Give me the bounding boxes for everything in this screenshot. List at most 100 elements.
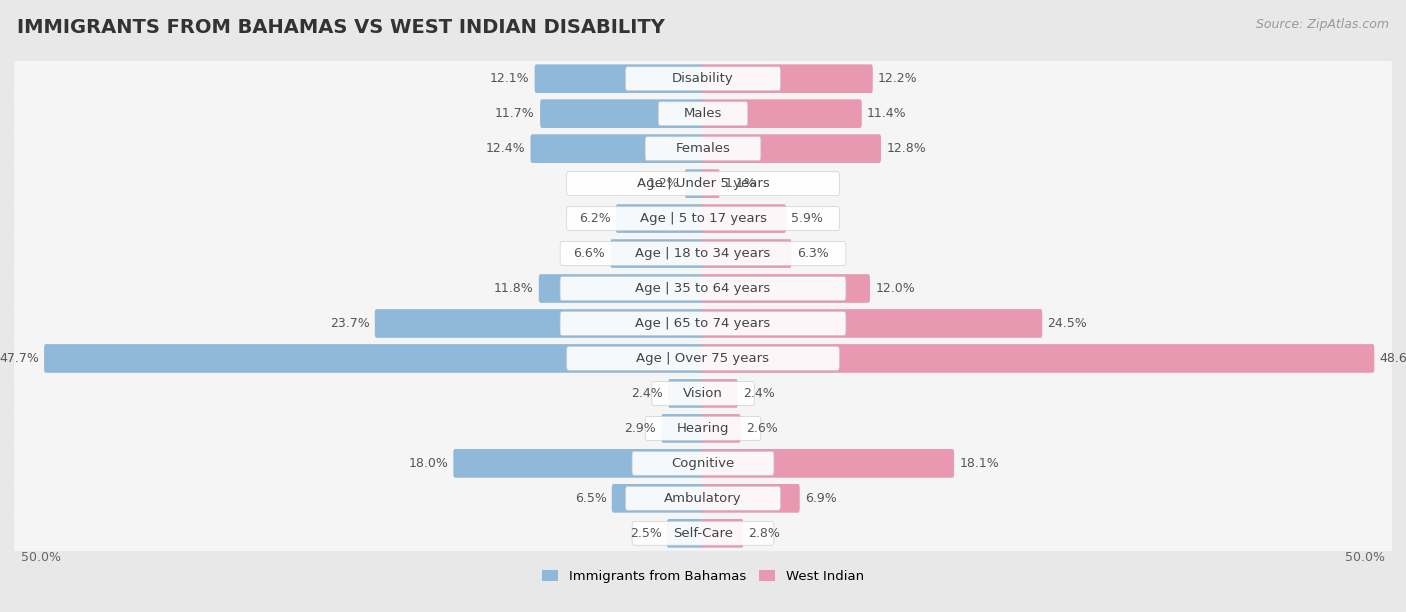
Text: Females: Females: [675, 142, 731, 155]
FancyBboxPatch shape: [626, 487, 780, 510]
FancyBboxPatch shape: [702, 204, 786, 233]
Text: 1.2%: 1.2%: [648, 177, 679, 190]
FancyBboxPatch shape: [13, 469, 1393, 528]
FancyBboxPatch shape: [666, 519, 704, 548]
Text: 18.1%: 18.1%: [959, 457, 1000, 470]
Text: 12.4%: 12.4%: [485, 142, 526, 155]
Text: 11.8%: 11.8%: [494, 282, 533, 295]
FancyBboxPatch shape: [14, 438, 1392, 489]
Text: Disability: Disability: [672, 72, 734, 85]
FancyBboxPatch shape: [14, 368, 1392, 419]
FancyBboxPatch shape: [560, 242, 846, 266]
FancyBboxPatch shape: [13, 294, 1393, 353]
Text: 12.2%: 12.2%: [877, 72, 918, 85]
Text: 18.0%: 18.0%: [408, 457, 449, 470]
FancyBboxPatch shape: [13, 434, 1393, 493]
FancyBboxPatch shape: [658, 102, 748, 125]
FancyBboxPatch shape: [685, 170, 704, 198]
FancyBboxPatch shape: [560, 312, 846, 335]
Text: Ambulatory: Ambulatory: [664, 492, 742, 505]
FancyBboxPatch shape: [702, 239, 792, 268]
Text: 2.4%: 2.4%: [631, 387, 664, 400]
FancyBboxPatch shape: [13, 84, 1393, 143]
Text: Age | 18 to 34 years: Age | 18 to 34 years: [636, 247, 770, 260]
FancyBboxPatch shape: [534, 64, 704, 93]
Text: 11.7%: 11.7%: [495, 107, 534, 120]
Text: Age | 65 to 74 years: Age | 65 to 74 years: [636, 317, 770, 330]
FancyBboxPatch shape: [702, 449, 955, 478]
Text: 5.9%: 5.9%: [792, 212, 823, 225]
FancyBboxPatch shape: [626, 67, 780, 91]
Text: Cognitive: Cognitive: [672, 457, 734, 470]
FancyBboxPatch shape: [652, 381, 754, 405]
FancyBboxPatch shape: [13, 50, 1393, 108]
Text: Source: ZipAtlas.com: Source: ZipAtlas.com: [1256, 18, 1389, 31]
FancyBboxPatch shape: [616, 204, 704, 233]
FancyBboxPatch shape: [668, 379, 704, 408]
FancyBboxPatch shape: [560, 277, 846, 300]
Text: 2.5%: 2.5%: [630, 527, 662, 540]
FancyBboxPatch shape: [702, 519, 744, 548]
FancyBboxPatch shape: [14, 53, 1392, 105]
FancyBboxPatch shape: [702, 64, 873, 93]
FancyBboxPatch shape: [13, 119, 1393, 178]
FancyBboxPatch shape: [702, 99, 862, 128]
Text: 6.9%: 6.9%: [806, 492, 837, 505]
FancyBboxPatch shape: [13, 189, 1393, 248]
Text: 11.4%: 11.4%: [868, 107, 907, 120]
FancyBboxPatch shape: [702, 414, 741, 442]
Text: Males: Males: [683, 107, 723, 120]
Text: Age | 35 to 64 years: Age | 35 to 64 years: [636, 282, 770, 295]
FancyBboxPatch shape: [540, 99, 704, 128]
FancyBboxPatch shape: [14, 123, 1392, 174]
Text: 6.3%: 6.3%: [797, 247, 828, 260]
FancyBboxPatch shape: [612, 484, 704, 513]
Text: 2.9%: 2.9%: [624, 422, 657, 435]
Text: 2.4%: 2.4%: [742, 387, 775, 400]
FancyBboxPatch shape: [14, 158, 1392, 209]
Text: 12.8%: 12.8%: [886, 142, 927, 155]
FancyBboxPatch shape: [14, 228, 1392, 280]
Text: Age | Over 75 years: Age | Over 75 years: [637, 352, 769, 365]
Text: 50.0%: 50.0%: [1346, 551, 1385, 564]
FancyBboxPatch shape: [702, 274, 870, 303]
FancyBboxPatch shape: [702, 309, 1042, 338]
FancyBboxPatch shape: [14, 332, 1392, 384]
Text: 6.2%: 6.2%: [579, 212, 610, 225]
FancyBboxPatch shape: [645, 136, 761, 160]
FancyBboxPatch shape: [567, 346, 839, 370]
FancyBboxPatch shape: [14, 88, 1392, 140]
Text: Vision: Vision: [683, 387, 723, 400]
FancyBboxPatch shape: [633, 521, 773, 545]
FancyBboxPatch shape: [453, 449, 704, 478]
FancyBboxPatch shape: [14, 403, 1392, 454]
Text: 12.1%: 12.1%: [489, 72, 530, 85]
Text: 23.7%: 23.7%: [330, 317, 370, 330]
FancyBboxPatch shape: [44, 344, 704, 373]
FancyBboxPatch shape: [610, 239, 704, 268]
FancyBboxPatch shape: [13, 259, 1393, 318]
FancyBboxPatch shape: [13, 399, 1393, 458]
FancyBboxPatch shape: [14, 507, 1392, 559]
FancyBboxPatch shape: [13, 504, 1393, 562]
FancyBboxPatch shape: [702, 484, 800, 513]
Text: 2.8%: 2.8%: [748, 527, 780, 540]
Text: 50.0%: 50.0%: [21, 551, 60, 564]
FancyBboxPatch shape: [14, 193, 1392, 244]
Text: 47.7%: 47.7%: [0, 352, 39, 365]
Text: Age | 5 to 17 years: Age | 5 to 17 years: [640, 212, 766, 225]
FancyBboxPatch shape: [567, 172, 839, 195]
FancyBboxPatch shape: [645, 417, 761, 440]
FancyBboxPatch shape: [702, 344, 1374, 373]
FancyBboxPatch shape: [633, 452, 773, 476]
FancyBboxPatch shape: [567, 207, 839, 231]
Text: Self-Care: Self-Care: [673, 527, 733, 540]
Text: IMMIGRANTS FROM BAHAMAS VS WEST INDIAN DISABILITY: IMMIGRANTS FROM BAHAMAS VS WEST INDIAN D…: [17, 18, 665, 37]
FancyBboxPatch shape: [530, 134, 704, 163]
Text: Hearing: Hearing: [676, 422, 730, 435]
Text: 1.1%: 1.1%: [725, 177, 756, 190]
FancyBboxPatch shape: [13, 329, 1393, 388]
Text: Age | Under 5 years: Age | Under 5 years: [637, 177, 769, 190]
Text: 2.6%: 2.6%: [745, 422, 778, 435]
Text: 6.5%: 6.5%: [575, 492, 606, 505]
